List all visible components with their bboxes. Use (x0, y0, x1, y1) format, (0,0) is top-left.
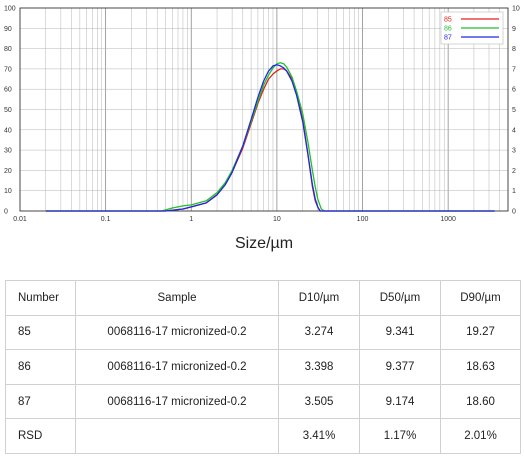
y2-tick-label: 5 (512, 107, 516, 114)
cell-number: 85 (5, 314, 76, 351)
legend-label-87: 87 (444, 35, 452, 42)
table-row: 86 0068116-17 micronized-0.2 3.398 9.377… (5, 349, 521, 385)
y2-tick-label: 9 (512, 26, 516, 33)
cell-d50: 9.341 (359, 314, 441, 351)
cell-sample: 0068116-17 micronized-0.2 (75, 314, 279, 351)
cell-d10: 3.41% (278, 418, 360, 454)
cell-sample: 0068116-17 micronized-0.2 (75, 349, 279, 385)
series-lines (45, 62, 495, 212)
y-tick-label: 100 (4, 6, 16, 13)
x-tick-label: 0.1 (101, 216, 111, 223)
cell-d90: 18.60 (440, 383, 521, 420)
y-tick-label: 10 (4, 188, 12, 195)
y2-tick-label: 6 (512, 87, 516, 94)
table-row: 85 0068116-17 micronized-0.2 3.274 9.341… (5, 314, 521, 351)
y2-tick-label: 0 (512, 209, 516, 216)
table-row-rsd: RSD 3.41% 1.17% 2.01% (5, 418, 521, 454)
y-tick-label: 50 (4, 107, 12, 114)
y-tick-label: 70 (4, 66, 12, 73)
header-d10: D10/µm (278, 280, 360, 316)
x-tick-label: 100 (357, 216, 369, 223)
series-line-86 (45, 62, 495, 212)
y2-tick-label: 2 (512, 168, 516, 175)
chart-svg: 0.01 0.1 1 10 100 100001020304050607080901000… (4, 6, 520, 253)
cell-d50: 9.174 (359, 383, 441, 420)
y2-tick-label: 8 (512, 46, 516, 53)
x-tick-label: 1 (189, 216, 193, 223)
cell-sample: 0068116-17 micronized-0.2 (75, 383, 279, 420)
cell-sample (75, 418, 279, 454)
y-tick-label: 30 (4, 148, 12, 155)
tick-labels: 0.01 0.1 1 10 100 100001020304050607080901000… (4, 6, 520, 224)
y2-tick-label: 4 (512, 127, 516, 134)
header-d50: D50/µm (359, 280, 441, 316)
y2-tick-label: 1 (512, 188, 516, 195)
cell-d90: 18.63 (440, 349, 521, 385)
x-tick-label: 0.01 (13, 216, 27, 223)
y-tick-label: 0 (4, 209, 8, 216)
cell-number: RSD (5, 418, 76, 454)
cell-d50: 9.377 (359, 349, 441, 385)
y2-tick-label: 10 (512, 6, 520, 13)
x-axis-label: Size/µm (235, 235, 293, 252)
x-tick-label: 10 (273, 216, 281, 223)
cell-d90: 2.01% (440, 418, 521, 454)
header-sample: Sample (75, 280, 279, 316)
header-number: Number (5, 280, 76, 316)
y-tick-label: 90 (4, 26, 12, 33)
y2-tick-label: 3 (512, 148, 516, 155)
particle-size-chart: 0.01 0.1 1 10 100 1000 0 10 20 30 40 50 60 70 80 90 100 0… (4, 6, 520, 253)
cell-d10: 3.505 (278, 383, 360, 420)
legend: 85 86 87 (440, 11, 504, 45)
legend-label-86: 86 (444, 26, 452, 33)
table-row: 87 0068116-17 micronized-0.2 3.505 9.174… (5, 383, 521, 420)
cell-d10: 3.398 (278, 349, 360, 385)
table-header-row: Number Sample D10/µm D50/µm D90/µm (5, 280, 521, 316)
results-table: Number Sample D10/µm D50/µm D90/µm 85 00… (5, 280, 521, 454)
y-tick-label: 20 (4, 168, 12, 175)
cell-d50: 1.17% (359, 418, 441, 454)
y2-tick-label: 7 (512, 66, 516, 73)
y-tick-label: 60 (4, 87, 12, 94)
plot-frame (19, 7, 509, 212)
header-d90: D90/µm (440, 280, 521, 316)
series-line-85 (45, 68, 495, 212)
series-line-87 (45, 64, 495, 212)
cell-d90: 19.27 (440, 314, 521, 351)
legend-label-85: 85 (444, 17, 452, 24)
x-tick-label: 1000 (440, 216, 456, 223)
y-tick-label: 80 (4, 46, 12, 53)
cell-number: 87 (5, 383, 76, 420)
cell-d10: 3.274 (278, 314, 360, 351)
cell-number: 86 (5, 349, 76, 385)
grid-lines (20, 8, 508, 211)
y-tick-label: 40 (4, 127, 12, 134)
